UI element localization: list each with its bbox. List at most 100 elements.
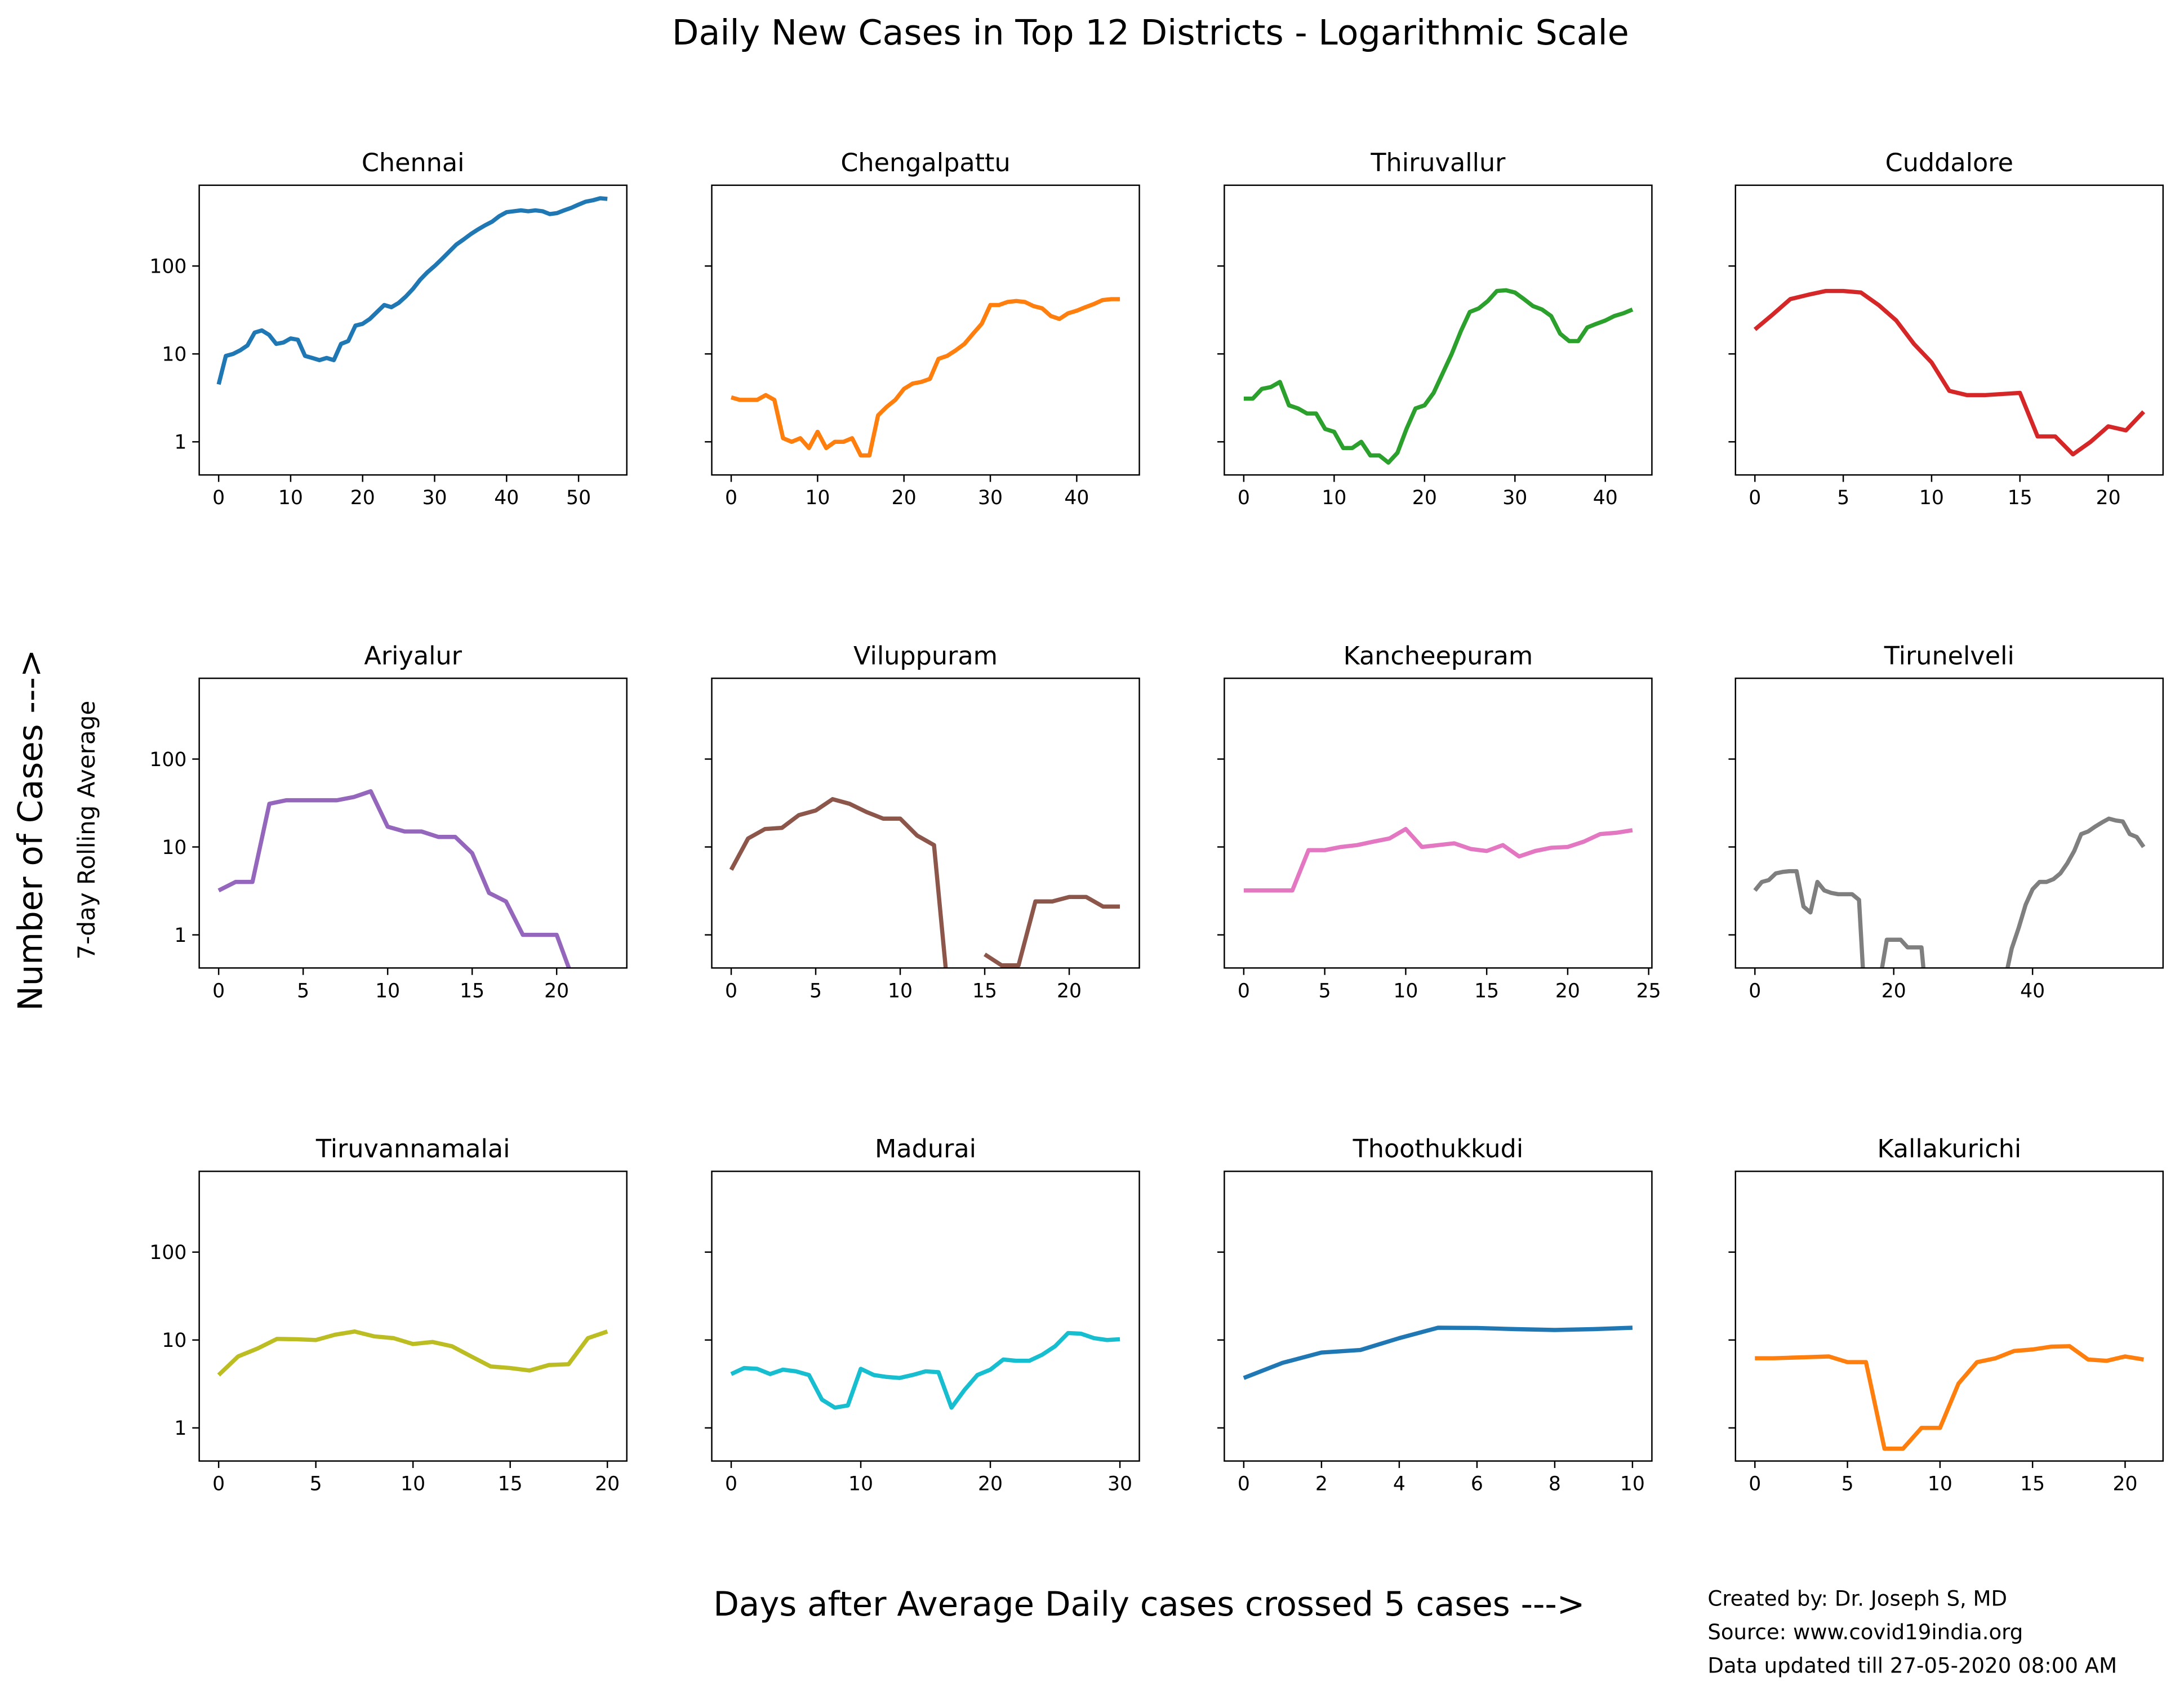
x-tick-label: 6 xyxy=(1471,1473,1483,1496)
y-tick-label: 100 xyxy=(149,749,186,771)
x-tick-label: 0 xyxy=(1238,487,1250,509)
axes-frame xyxy=(1734,677,2164,969)
x-tick-label: 10 xyxy=(1620,1473,1645,1496)
x-tick-label: 20 xyxy=(2096,487,2121,509)
series-line xyxy=(217,789,571,968)
x-tick-label: 20 xyxy=(978,1473,1003,1496)
x-tick-label: 10 xyxy=(278,487,303,509)
x-tick-label: 10 xyxy=(1919,487,1944,509)
x-tick-label: 10 xyxy=(888,980,913,1002)
subplot-title: Thoothukkudi xyxy=(1353,1135,1524,1164)
x-tick-label: 20 xyxy=(1412,487,1437,509)
x-tick-label: 20 xyxy=(1057,980,1082,1002)
subplot-title: Chennai xyxy=(362,149,465,177)
x-tick-label: 50 xyxy=(566,487,591,509)
x-tick-label: 15 xyxy=(498,1473,523,1496)
y-tick-label: 10 xyxy=(162,344,186,366)
series-line xyxy=(1755,1344,2144,1451)
x-tick-label: 20 xyxy=(1555,980,1580,1002)
x-tick-label: 0 xyxy=(212,487,225,509)
x-tick-label: 40 xyxy=(2020,980,2045,1002)
x-tick-label: 10 xyxy=(848,1473,873,1496)
plot-area xyxy=(1243,1325,1633,1380)
x-tick-label: 40 xyxy=(1064,487,1089,509)
x-tick-label: 0 xyxy=(725,1473,737,1496)
series-line xyxy=(1243,288,1634,465)
series-line xyxy=(730,1331,1120,1410)
series-line xyxy=(1753,288,2146,457)
x-tick-label: 40 xyxy=(494,487,519,509)
subplot-title: Kallakurichi xyxy=(1877,1135,2021,1164)
x-tick-label: 30 xyxy=(1107,1473,1132,1496)
x-tick-label: 10 xyxy=(401,1473,425,1496)
subplot-title: Tirunelveli xyxy=(1884,642,2014,670)
x-tick-label: 30 xyxy=(978,487,1003,509)
x-tick-label: 20 xyxy=(544,980,569,1002)
subplot-title: Madurai xyxy=(875,1135,976,1164)
x-tick-label: 8 xyxy=(1549,1473,1561,1496)
axes-frame xyxy=(198,184,628,476)
x-tick-label: 20 xyxy=(892,487,917,509)
x-tick-label: 30 xyxy=(1502,487,1527,509)
y-tick-label: 10 xyxy=(162,837,186,859)
series-line xyxy=(216,196,608,385)
x-tick-label: 0 xyxy=(1749,980,1761,1002)
series-line xyxy=(729,797,1120,968)
x-tick-label: 15 xyxy=(460,980,484,1002)
subplot-title: Ariyalur xyxy=(364,642,462,670)
plot-area xyxy=(1243,826,1633,893)
x-tick-label: 0 xyxy=(725,487,737,509)
series-line xyxy=(217,1329,608,1377)
y-tick-label: 100 xyxy=(149,256,186,278)
x-tick-label: 40 xyxy=(1593,487,1618,509)
x-axis-label: Days after Average Daily cases crossed 5… xyxy=(713,1585,1585,1623)
subplot-title: Chengalpattu xyxy=(840,149,1010,177)
subplot-title: Cuddalore xyxy=(1885,149,2013,177)
plot-area xyxy=(1755,1344,2144,1451)
x-tick-label: 15 xyxy=(1474,980,1499,1002)
x-tick-label: 25 xyxy=(1636,980,1661,1002)
figure-title: Daily New Cases in Top 12 Districts - Lo… xyxy=(672,12,1629,53)
series-line xyxy=(1753,816,2146,968)
x-tick-label: 10 xyxy=(1393,980,1418,1002)
axes-frame xyxy=(711,184,1140,476)
series-line xyxy=(1243,1325,1633,1380)
x-tick-label: 5 xyxy=(310,1473,322,1496)
series-line xyxy=(730,297,1120,458)
subplot-title: Thiruvallur xyxy=(1370,149,1506,177)
x-tick-label: 20 xyxy=(2112,1473,2137,1496)
axes-frame xyxy=(1734,1171,2164,1462)
y-tick-label: 100 xyxy=(149,1242,186,1264)
x-tick-label: 0 xyxy=(1238,980,1250,1002)
x-tick-label: 5 xyxy=(1837,487,1849,509)
plot-area xyxy=(1243,288,1634,465)
note: Created by: Dr. Joseph S, MD xyxy=(1707,1587,2007,1611)
axes-frame xyxy=(1224,1171,1653,1462)
y-axis-sublabel: 7-day Rolling Average xyxy=(73,701,100,960)
x-tick-label: 0 xyxy=(212,980,225,1002)
x-tick-label: 0 xyxy=(1238,1473,1250,1496)
x-tick-label: 10 xyxy=(375,980,400,1002)
plot-area xyxy=(217,1329,608,1377)
x-tick-label: 5 xyxy=(1842,1473,1854,1496)
subplot-title: Tiruvannamalai xyxy=(315,1135,510,1164)
series-line xyxy=(1243,826,1633,893)
x-tick-label: 15 xyxy=(2020,1473,2045,1496)
x-tick-label: 4 xyxy=(1393,1473,1405,1496)
axes-frame xyxy=(1734,184,2164,476)
x-tick-label: 0 xyxy=(1749,487,1761,509)
y-tick-label: 1 xyxy=(174,1417,186,1440)
y-tick-label: 1 xyxy=(174,431,186,454)
note: Source: www.covid19india.org xyxy=(1707,1620,2023,1644)
plot-area xyxy=(730,1331,1120,1410)
plot-area xyxy=(730,297,1120,458)
axes-frame xyxy=(711,1171,1140,1462)
x-tick-label: 15 xyxy=(972,980,997,1002)
x-tick-label: 5 xyxy=(297,980,309,1002)
y-tick-label: 10 xyxy=(162,1329,186,1352)
x-tick-label: 30 xyxy=(422,487,447,509)
x-tick-label: 10 xyxy=(805,487,830,509)
